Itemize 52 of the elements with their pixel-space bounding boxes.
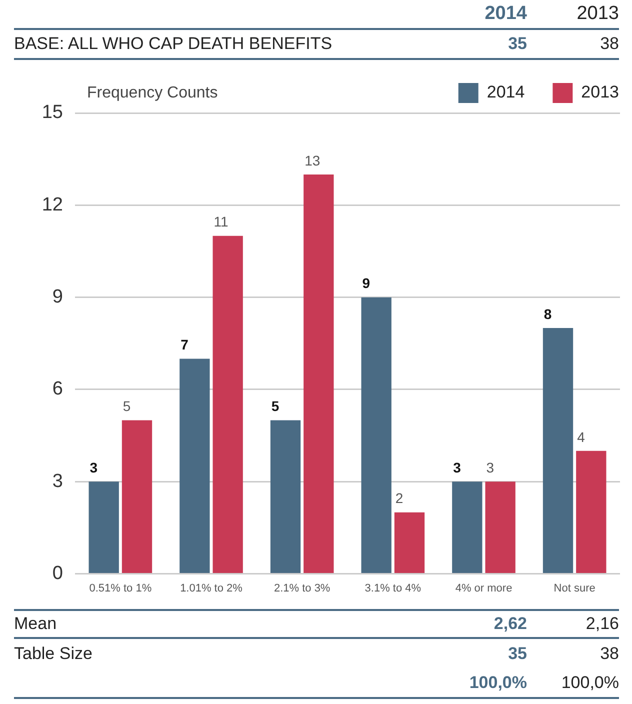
bar bbox=[485, 482, 516, 574]
bar bbox=[270, 420, 301, 574]
data-label: 2 bbox=[395, 490, 404, 506]
legend-label: 2014 bbox=[486, 82, 525, 102]
y-tick-label: 12 bbox=[42, 194, 63, 216]
bar bbox=[576, 450, 606, 574]
bar bbox=[180, 358, 210, 574]
y-tick-label: 0 bbox=[52, 563, 63, 584]
y-tick-label: 3 bbox=[52, 470, 63, 492]
text: Mean bbox=[14, 614, 58, 634]
x-tick-label: 0.51% to 1% bbox=[89, 582, 152, 594]
text: 2014 bbox=[484, 3, 527, 24]
text: 38 bbox=[599, 644, 619, 664]
data-label: 7 bbox=[180, 336, 189, 353]
text: 2013 bbox=[576, 3, 619, 24]
data-label: 5 bbox=[271, 398, 280, 414]
data-label: 3 bbox=[90, 460, 98, 476]
x-tick-label: 4% or more bbox=[455, 582, 512, 594]
legend-label: 2013 bbox=[581, 82, 620, 102]
data-label: 11 bbox=[214, 214, 228, 230]
text: 2,62 bbox=[492, 614, 527, 634]
text: 100,0% bbox=[560, 673, 619, 693]
data-label: 8 bbox=[544, 306, 552, 322]
y-tick-label: 15 bbox=[42, 102, 63, 124]
x-tick-label: 1.01% to 2% bbox=[180, 582, 243, 594]
data-label: 3 bbox=[486, 460, 494, 476]
y-tick-label: 6 bbox=[52, 378, 63, 400]
bar bbox=[452, 482, 482, 574]
text: BASE: ALL WHO CAP DEATH BENEFITS bbox=[14, 34, 334, 54]
data-label: 5 bbox=[122, 398, 131, 414]
x-tick-label: Not sure bbox=[554, 582, 596, 594]
y-tick-label: 9 bbox=[52, 286, 63, 308]
x-tick-label: 2.1% to 3% bbox=[274, 582, 330, 594]
bar bbox=[122, 420, 152, 574]
data-label: 9 bbox=[362, 275, 370, 292]
bar bbox=[88, 482, 119, 574]
text: Table Size bbox=[14, 644, 94, 664]
text: 35 bbox=[507, 644, 527, 664]
data-label: 3 bbox=[453, 460, 462, 476]
data-label: 4 bbox=[577, 428, 586, 445]
text: 35 bbox=[507, 34, 527, 54]
y-axis-title: Frequency Counts bbox=[87, 84, 218, 102]
bar bbox=[542, 328, 574, 574]
bar bbox=[394, 512, 425, 574]
bar bbox=[304, 174, 334, 574]
text: 2,16 bbox=[584, 614, 619, 634]
data-label: 13 bbox=[304, 152, 320, 168]
bar bbox=[212, 236, 243, 574]
bar bbox=[361, 297, 392, 574]
text: 100,0% bbox=[468, 673, 527, 693]
x-tick-label: 3.1% to 4% bbox=[364, 582, 422, 594]
text: 38 bbox=[599, 34, 619, 54]
